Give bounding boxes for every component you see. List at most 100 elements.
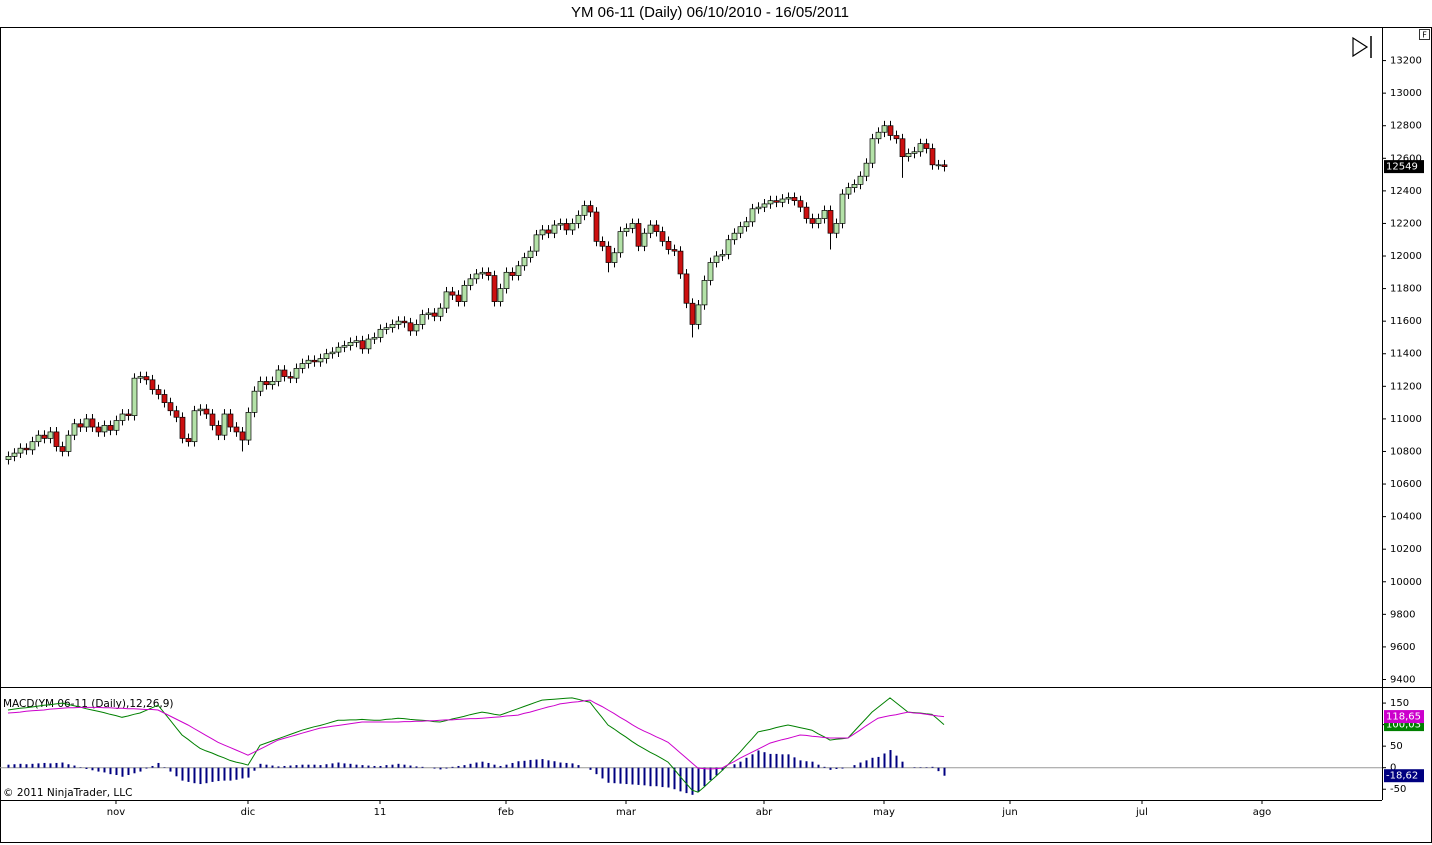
y-tick-label: 9800 (1390, 609, 1415, 620)
candle-body (413, 324, 420, 332)
candle-body (245, 412, 252, 441)
candle-body (119, 413, 126, 421)
y-tick-label: 12600 (1390, 153, 1422, 164)
candle-body (401, 320, 408, 324)
candle-body (179, 416, 186, 439)
candle-body (359, 340, 366, 350)
candle-body (719, 254, 726, 257)
candle-body (767, 200, 774, 205)
candle-body (821, 210, 828, 219)
candle-body (419, 314, 426, 325)
candle-body (833, 223, 840, 234)
candle-body (545, 229, 552, 234)
candle-body (269, 381, 276, 386)
play-button[interactable] (1352, 36, 1372, 58)
x-tick-label: may (873, 807, 895, 818)
candle-body (611, 252, 618, 263)
y-tick-label: -50 (1390, 784, 1406, 795)
candle-body (887, 125, 894, 136)
candle-body (347, 341, 354, 346)
candle-body (929, 148, 936, 166)
candle-body (893, 135, 900, 140)
candle-body (839, 193, 846, 224)
candle-body (251, 390, 258, 413)
candle-body (659, 231, 666, 242)
candle-body (281, 369, 288, 377)
candle-body (107, 425, 114, 431)
candle-body (257, 381, 264, 392)
candle-body (335, 346, 342, 353)
candle-body (875, 131, 882, 140)
candle-body (305, 359, 312, 364)
candle-body (641, 232, 648, 247)
indicator-line (7, 699, 945, 770)
x-tick-label: nov (107, 807, 125, 818)
candle-body (695, 304, 702, 325)
candle-body (449, 291, 456, 296)
candle-body (749, 208, 756, 223)
candle-body (779, 198, 786, 203)
candle-body (35, 434, 42, 443)
candle-body (365, 338, 372, 350)
candle-body (527, 250, 534, 258)
y-tick-label: 9400 (1390, 674, 1415, 685)
candle-body (647, 224, 654, 234)
candle-body (389, 324, 396, 329)
candle-body (497, 288, 504, 302)
candle-body (431, 312, 438, 317)
candle-body (371, 337, 378, 340)
candle-body (215, 425, 222, 436)
candle-body (923, 143, 930, 149)
chart-title: YM 06-11 (Daily) 06/10/2010 - 16/05/2011 (571, 4, 849, 21)
candle-body (59, 446, 66, 452)
candle-body (761, 203, 768, 208)
candles (5, 120, 948, 465)
play-icon (1352, 36, 1369, 58)
y-tick-label: 10000 (1390, 577, 1422, 588)
candle-body (863, 162, 870, 177)
candle-body (329, 351, 336, 355)
candle-body (209, 413, 216, 426)
candle-body (131, 377, 138, 416)
f-button[interactable] (1419, 29, 1430, 40)
candle-body (233, 426, 240, 433)
candle-body (191, 410, 198, 443)
candle-body (569, 223, 576, 231)
y-tick-label: 150 (1390, 698, 1409, 709)
candle-body (581, 205, 588, 216)
candle-body (911, 151, 918, 154)
candle-body (17, 447, 24, 454)
candle-body (149, 379, 156, 390)
candle-body (653, 224, 660, 232)
candle-body (617, 231, 624, 254)
candle-body (95, 426, 102, 433)
candle-body (173, 410, 180, 418)
candle-body (113, 420, 120, 431)
candle-body (41, 434, 48, 439)
candle-body (857, 175, 864, 185)
candle-body (71, 423, 78, 436)
candle-body (323, 353, 330, 359)
candle-body (917, 143, 924, 153)
value-badge (1384, 710, 1424, 724)
candle-body (461, 284, 468, 302)
candle-body (515, 265, 522, 276)
candle-body (317, 358, 324, 363)
candle-body (797, 200, 804, 208)
candle-body (539, 229, 546, 236)
candle-body (203, 408, 210, 415)
candle-body (293, 368, 300, 379)
candle-body (785, 197, 792, 200)
candle-body (407, 322, 414, 332)
y-tick-label: 10600 (1390, 479, 1422, 490)
y-tick-label: 11800 (1390, 284, 1422, 295)
candle-body (443, 291, 450, 309)
f-button-label: F (1422, 31, 1427, 40)
candle-body (605, 245, 612, 263)
candle-body (773, 200, 780, 203)
candle-body (77, 423, 84, 428)
x-tick-label: mar (616, 807, 637, 818)
candle-body (101, 425, 108, 433)
